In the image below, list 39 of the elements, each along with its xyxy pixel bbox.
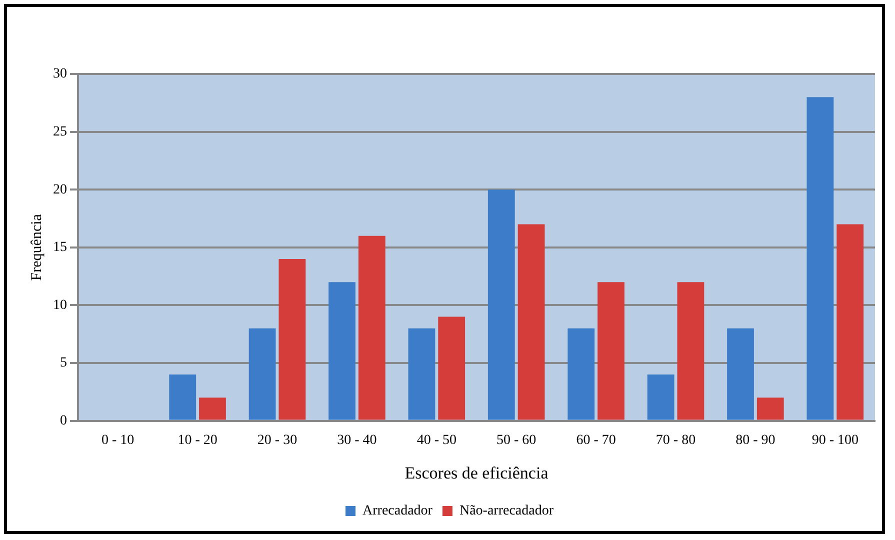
bar <box>408 328 436 420</box>
y-tick-label: 15 <box>53 240 67 256</box>
bar <box>598 282 624 420</box>
legend-label: Não-arrecadador <box>459 504 554 519</box>
bar <box>677 282 704 420</box>
x-tick-label: 20 - 30 <box>257 432 298 448</box>
bar <box>328 282 356 420</box>
bar <box>358 236 386 420</box>
bar <box>488 190 515 420</box>
x-axis-title: Escores de eficiência <box>404 463 549 482</box>
bar <box>836 224 864 420</box>
bar <box>647 374 674 420</box>
x-tick-label: 30 - 40 <box>337 432 377 448</box>
legend-label: Arrecadador <box>362 504 433 519</box>
y-tick-label: 0 <box>60 413 67 428</box>
bar <box>568 328 595 420</box>
y-tick-label: 5 <box>60 356 67 371</box>
bar <box>756 398 784 420</box>
y-tick-label: 10 <box>53 298 67 313</box>
y-tick-label: 30 <box>53 66 67 82</box>
x-tick-label: 0 - 10 <box>102 432 134 448</box>
bar <box>727 328 754 420</box>
x-tick-label: 70 - 80 <box>656 432 696 448</box>
x-tick-label: 40 - 50 <box>416 432 456 448</box>
bar <box>438 316 466 420</box>
bar <box>248 328 276 420</box>
x-tick-label: 60 - 70 <box>576 432 616 448</box>
bar <box>278 258 306 420</box>
x-tick-label: 50 - 60 <box>496 432 536 448</box>
y-tick-label: 20 <box>53 182 67 198</box>
y-axis-title: Frequência <box>28 214 45 281</box>
x-tick-label: 90 - 100 <box>812 432 858 448</box>
bar <box>199 398 226 420</box>
bar <box>806 97 834 420</box>
x-tick-label: 10 - 20 <box>178 432 218 448</box>
bar <box>169 374 196 420</box>
bar <box>518 224 545 420</box>
y-tick-label: 25 <box>53 124 67 140</box>
x-tick-label: 80 - 90 <box>736 432 776 448</box>
